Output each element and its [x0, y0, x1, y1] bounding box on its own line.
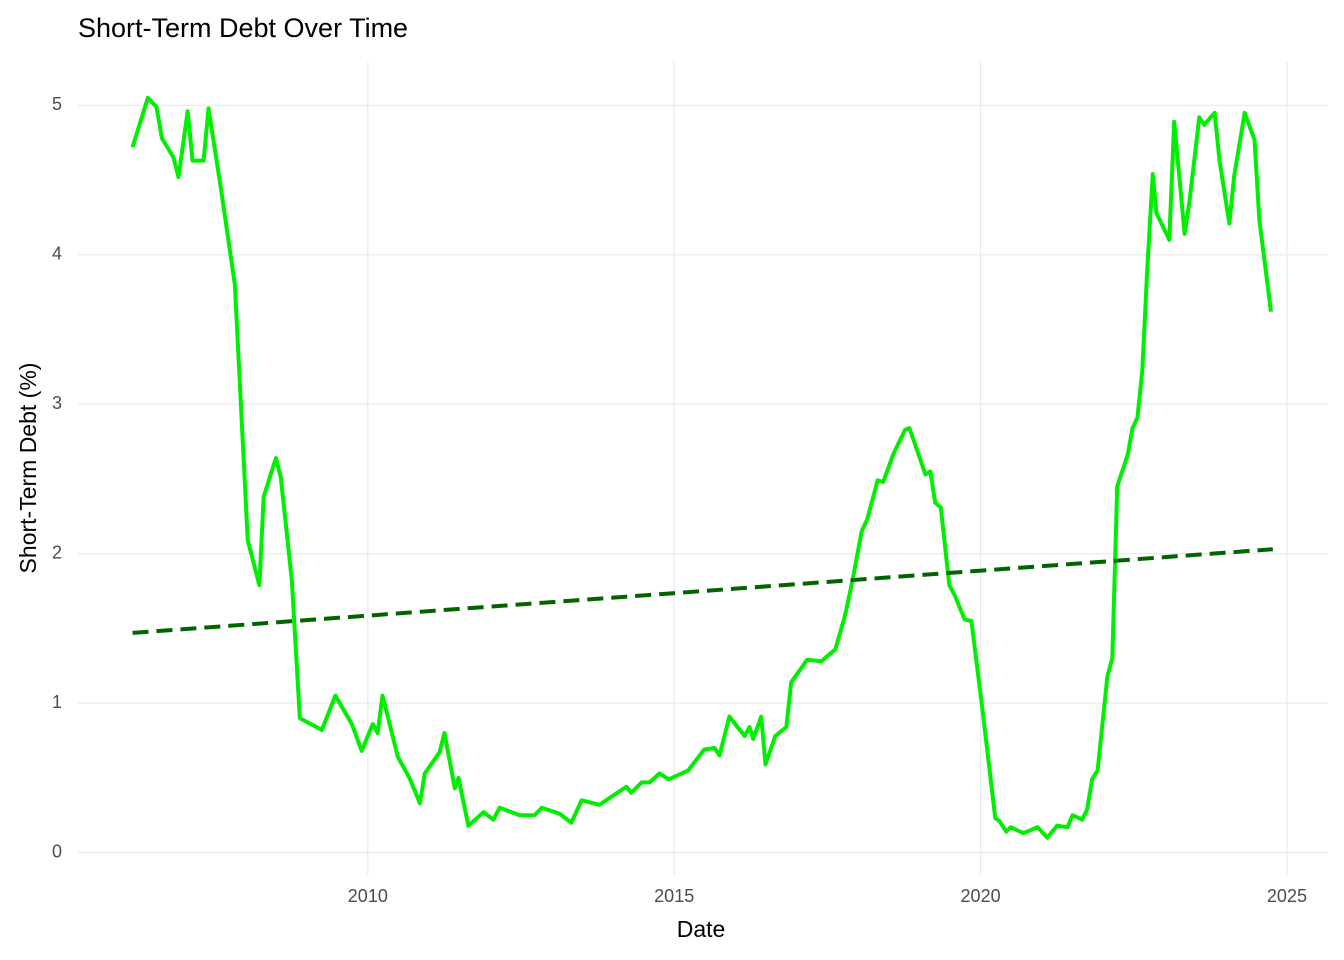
x-tick-label: 2020: [961, 886, 1001, 906]
x-tick-label: 2015: [654, 886, 694, 906]
x-tick-label: 2025: [1267, 886, 1307, 906]
chart-title: Short-Term Debt Over Time: [78, 13, 408, 43]
y-tick-label: 0: [52, 841, 62, 861]
y-tick-label: 5: [52, 94, 62, 114]
y-tick-label: 3: [52, 393, 62, 413]
y-tick-label: 4: [52, 244, 62, 264]
y-tick-label: 2: [52, 542, 62, 562]
trend-line: [132, 547, 1273, 635]
y-tick-label: 1: [52, 692, 62, 712]
y-axis-label: Short-Term Debt (%): [15, 363, 41, 574]
data-line: [130, 95, 1273, 840]
x-tick-label: 2010: [348, 886, 388, 906]
x-axis-label: Date: [677, 916, 726, 942]
